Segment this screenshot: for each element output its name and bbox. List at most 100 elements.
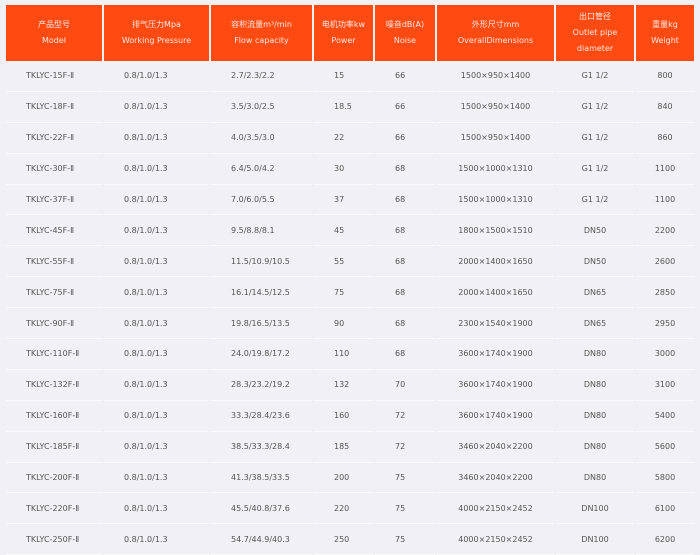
cell-outlet-diameter: DN65 <box>556 277 634 309</box>
cell-model: TKLYC-30F-Ⅱ <box>6 154 102 185</box>
cell-model: TKLYC-22F-Ⅱ <box>6 123 102 154</box>
header-en: Noise <box>393 36 417 45</box>
table-row: TKLYC-45F-Ⅱ 0.8/1.0/1.3 9.5/8.8/8.1 45 68 180… <box>6 215 694 247</box>
cell-outlet-diameter: G1 1/2 <box>556 123 634 154</box>
cell-flow-capacity: 28.3/23.2/19.2 <box>211 370 312 401</box>
cell-flow-capacity: 11.5/10.9/10.5 <box>211 246 312 278</box>
cell-noise: 66 <box>375 61 435 92</box>
cell-model: TKLYC-220F-Ⅱ <box>6 493 102 525</box>
cell-outlet-diameter: DN80 <box>556 370 634 401</box>
cell-power: 250 <box>314 524 373 555</box>
cell-flow-capacity: 4.0/3.5/3.0 <box>211 123 312 154</box>
cell-power: 90 <box>314 308 373 340</box>
header-zh: 排气压力Mpa <box>132 20 181 29</box>
header-zh: 产品型号 <box>38 20 70 29</box>
cell-working-pressure: 0.8/1.0/1.3 <box>104 370 209 401</box>
cell-noise: 66 <box>375 123 435 154</box>
header-model: 产品型号 Model <box>6 5 102 61</box>
cell-model: TKLYC-250F-Ⅱ <box>6 524 102 555</box>
cell-flow-capacity: 2.7/2.3/2.2 <box>211 61 312 92</box>
cell-flow-capacity: 6.4/5.0/4.2 <box>211 154 312 185</box>
cell-power: 200 <box>314 463 373 494</box>
cell-outlet-diameter: G1 1/2 <box>556 92 634 123</box>
cell-outlet-diameter: DN80 <box>556 339 634 370</box>
table-row: TKLYC-132F-Ⅱ 0.8/1.0/1.3 28.3/23.2/19.2 132… <box>6 370 694 401</box>
header-flow-capacity: 容积流量m³/min Flow capacity <box>211 5 312 61</box>
header-en: Flow capacity <box>234 36 289 45</box>
cell-dimensions: 1500×1000×1310 <box>437 154 554 185</box>
cell-dimensions: 4000×2150×2452 <box>437 493 554 525</box>
header-en: Model <box>41 36 67 45</box>
cell-flow-capacity: 3.5/3.0/2.5 <box>211 92 312 123</box>
cell-power: 132 <box>314 370 373 401</box>
cell-flow-capacity: 54.7/44.9/40.3 <box>211 524 312 555</box>
cell-weight: 1100 <box>636 185 694 216</box>
cell-weight: 2200 <box>636 215 694 247</box>
cell-flow-capacity: 19.8/16.5/13.5 <box>211 308 312 340</box>
header-zh: 出口管径 <box>579 12 611 21</box>
cell-flow-capacity: 38.5/33.3/28.4 <box>211 432 312 463</box>
header-en: OverallDimensions <box>457 36 534 45</box>
header-en: Outlet pipe diameter <box>572 28 618 53</box>
table-row: TKLYC-90F-Ⅱ 0.8/1.0/1.3 19.8/16.5/13.5 90 68… <box>6 308 694 340</box>
cell-model: TKLYC-15F-Ⅱ <box>6 61 102 92</box>
cell-model: TKLYC-75F-Ⅱ <box>6 277 102 309</box>
cell-model: TKLYC-37F-Ⅱ <box>6 185 102 216</box>
cell-noise: 75 <box>375 463 435 494</box>
cell-weight: 3000 <box>636 339 694 370</box>
cell-weight: 5600 <box>636 432 694 463</box>
spec-table: 产品型号 Model 排气压力Mpa Working Pressure 容积流量m³/m… <box>4 5 696 555</box>
header-power: 电机功率kw Power <box>314 5 373 61</box>
cell-dimensions: 3460×2040×2200 <box>437 463 554 494</box>
cell-weight: 5400 <box>636 401 694 432</box>
cell-model: TKLYC-185F-Ⅱ <box>6 432 102 463</box>
header-outlet-diameter: 出口管径 Outlet pipe diameter <box>556 5 634 61</box>
cell-outlet-diameter: DN80 <box>556 463 634 494</box>
cell-noise: 68 <box>375 277 435 309</box>
cell-power: 185 <box>314 432 373 463</box>
cell-noise: 66 <box>375 92 435 123</box>
table-row: TKLYC-30F-Ⅱ 0.8/1.0/1.3 6.4/5.0/4.2 30 68 150… <box>6 154 694 185</box>
cell-power: 22 <box>314 123 373 154</box>
cell-outlet-diameter: DN100 <box>556 493 634 525</box>
header-zh: 外形尺寸mm <box>471 20 520 29</box>
cell-dimensions: 3460×2040×2200 <box>437 432 554 463</box>
cell-weight: 2600 <box>636 246 694 278</box>
cell-working-pressure: 0.8/1.0/1.3 <box>104 61 209 92</box>
cell-weight: 860 <box>636 123 694 154</box>
header-row: 产品型号 Model 排气压力Mpa Working Pressure 容积流量m³/m… <box>6 5 694 61</box>
cell-weight: 2950 <box>636 308 694 340</box>
cell-flow-capacity: 16.1/14.5/12.5 <box>211 277 312 309</box>
cell-working-pressure: 0.8/1.0/1.3 <box>104 215 209 247</box>
cell-power: 55 <box>314 246 373 278</box>
cell-outlet-diameter: DN100 <box>556 524 634 555</box>
cell-model: TKLYC-110F-Ⅱ <box>6 339 102 370</box>
cell-working-pressure: 0.8/1.0/1.3 <box>104 123 209 154</box>
table-row: TKLYC-200F-Ⅱ 0.8/1.0/1.3 41.3/38.5/33.5 200… <box>6 463 694 494</box>
cell-noise: 72 <box>375 401 435 432</box>
table-row: TKLYC-160F-Ⅱ 0.8/1.0/1.3 33.3/28.4/23.6 160… <box>6 401 694 432</box>
table-row: TKLYC-22F-Ⅱ 0.8/1.0/1.3 4.0/3.5/3.0 22 66 150… <box>6 123 694 154</box>
cell-dimensions: 1500×1000×1310 <box>437 185 554 216</box>
header-dimensions: 外形尺寸mm OverallDimensions <box>437 5 554 61</box>
cell-flow-capacity: 45.5/40.8/37.6 <box>211 493 312 525</box>
cell-working-pressure: 0.8/1.0/1.3 <box>104 277 209 309</box>
cell-working-pressure: 0.8/1.0/1.3 <box>104 185 209 216</box>
cell-weight: 6100 <box>636 493 694 525</box>
cell-power: 220 <box>314 493 373 525</box>
cell-dimensions: 3600×1740×1900 <box>437 370 554 401</box>
cell-dimensions: 1500×950×1400 <box>437 92 554 123</box>
header-zh: 电机功率kw <box>321 20 366 29</box>
cell-flow-capacity: 7.0/6.0/5.5 <box>211 185 312 216</box>
cell-noise: 68 <box>375 308 435 340</box>
header-en: Working Pressure <box>121 36 192 45</box>
cell-noise: 68 <box>375 246 435 278</box>
cell-working-pressure: 0.8/1.0/1.3 <box>104 154 209 185</box>
cell-power: 18.5 <box>314 92 373 123</box>
cell-working-pressure: 0.8/1.0/1.3 <box>104 401 209 432</box>
header-en: Weight <box>651 36 679 45</box>
cell-dimensions: 4000×2150×2452 <box>437 524 554 555</box>
cell-model: TKLYC-132F-Ⅱ <box>6 370 102 401</box>
cell-power: 75 <box>314 277 373 309</box>
cell-model: TKLYC-90F-Ⅱ <box>6 308 102 340</box>
